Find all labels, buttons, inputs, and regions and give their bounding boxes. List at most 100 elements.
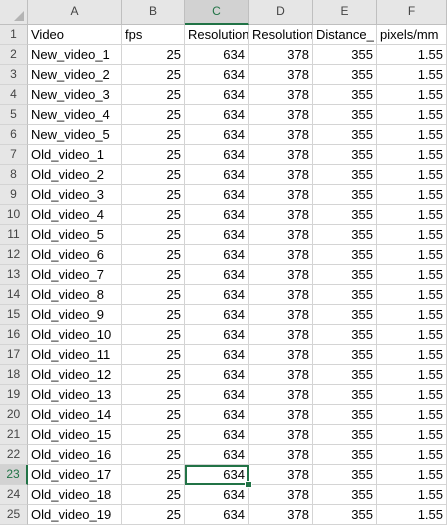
cell-b[interactable]: 25 [122, 205, 185, 225]
cell-a[interactable]: Old_video_9 [28, 305, 122, 325]
column-header-b[interactable]: B [122, 0, 185, 25]
cell-f[interactable]: 1.55 [377, 445, 447, 465]
cell-e[interactable]: 355 [313, 325, 377, 345]
cell-b[interactable]: 25 [122, 85, 185, 105]
cell-f[interactable]: 1.55 [377, 505, 447, 525]
cell-e[interactable]: 355 [313, 225, 377, 245]
cell-b[interactable]: 25 [122, 505, 185, 525]
cell-a[interactable]: New_video_1 [28, 45, 122, 65]
column-header-c[interactable]: C [185, 0, 249, 25]
row-header[interactable]: 16 [0, 325, 28, 345]
cell-e[interactable]: 355 [313, 485, 377, 505]
cell-d[interactable]: 378 [249, 285, 313, 305]
cell-f[interactable]: 1.55 [377, 105, 447, 125]
cell-c[interactable]: 634 [185, 425, 249, 445]
cell-f[interactable]: 1.55 [377, 205, 447, 225]
cell-d[interactable]: 378 [249, 125, 313, 145]
cell-d[interactable]: 378 [249, 145, 313, 165]
cell-e[interactable]: 355 [313, 425, 377, 445]
cell-a[interactable]: Video [28, 25, 122, 45]
row-header[interactable]: 10 [0, 205, 28, 225]
cell-c[interactable]: 634 [185, 305, 249, 325]
cell-d[interactable]: 378 [249, 485, 313, 505]
cell-b[interactable]: 25 [122, 425, 185, 445]
cell-b[interactable]: 25 [122, 145, 185, 165]
cell-e[interactable]: 355 [313, 205, 377, 225]
cell-e[interactable]: 355 [313, 365, 377, 385]
cell-f[interactable]: 1.55 [377, 165, 447, 185]
cell-c[interactable]: 634 [185, 265, 249, 285]
cell-a[interactable]: Old_video_5 [28, 225, 122, 245]
cell-a[interactable]: Old_video_19 [28, 505, 122, 525]
select-all-button[interactable] [0, 0, 28, 25]
cell-b[interactable]: 25 [122, 265, 185, 285]
cell-a[interactable]: Old_video_15 [28, 425, 122, 445]
cell-f[interactable]: 1.55 [377, 365, 447, 385]
cell-d[interactable]: 378 [249, 305, 313, 325]
cell-f[interactable]: 1.55 [377, 85, 447, 105]
cell-a[interactable]: New_video_4 [28, 105, 122, 125]
cell-b[interactable]: 25 [122, 305, 185, 325]
cell-d[interactable]: 378 [249, 345, 313, 365]
cell-a[interactable]: Old_video_16 [28, 445, 122, 465]
row-header[interactable]: 3 [0, 65, 28, 85]
cell-e[interactable]: 355 [313, 285, 377, 305]
cell-f[interactable]: 1.55 [377, 325, 447, 345]
cell-a[interactable]: Old_video_10 [28, 325, 122, 345]
cell-b[interactable]: 25 [122, 465, 185, 485]
cell-e[interactable]: 355 [313, 85, 377, 105]
cell-f[interactable]: 1.55 [377, 125, 447, 145]
cell-c[interactable]: 634 [185, 325, 249, 345]
cell-c[interactable]: 634 [185, 245, 249, 265]
row-header[interactable]: 17 [0, 345, 28, 365]
cell-f[interactable]: 1.55 [377, 185, 447, 205]
cell-a[interactable]: New_video_5 [28, 125, 122, 145]
cell-e[interactable]: 355 [313, 125, 377, 145]
cell-d[interactable]: 378 [249, 385, 313, 405]
cell-f[interactable]: 1.55 [377, 265, 447, 285]
cell-f[interactable]: 1.55 [377, 65, 447, 85]
cell-b[interactable]: 25 [122, 165, 185, 185]
cell-b[interactable]: 25 [122, 125, 185, 145]
row-header[interactable]: 25 [0, 505, 28, 525]
cell-e[interactable]: 355 [313, 305, 377, 325]
cell-b[interactable]: 25 [122, 445, 185, 465]
cell-f[interactable]: 1.55 [377, 45, 447, 65]
row-header[interactable]: 24 [0, 485, 28, 505]
cell-b[interactable]: 25 [122, 65, 185, 85]
cell-d[interactable]: 378 [249, 165, 313, 185]
cell-c[interactable]: 634 [185, 345, 249, 365]
cell-b[interactable]: 25 [122, 385, 185, 405]
row-header[interactable]: 22 [0, 445, 28, 465]
row-header[interactable]: 7 [0, 145, 28, 165]
cell-d[interactable]: 378 [249, 445, 313, 465]
cell-b[interactable]: 25 [122, 225, 185, 245]
cell-d[interactable]: 378 [249, 85, 313, 105]
cell-c[interactable]: 634 [185, 505, 249, 525]
cell-f[interactable]: 1.55 [377, 345, 447, 365]
cell-f[interactable]: 1.55 [377, 245, 447, 265]
cell-e[interactable]: 355 [313, 345, 377, 365]
cell-e[interactable]: 355 [313, 45, 377, 65]
cell-b[interactable]: 25 [122, 485, 185, 505]
cell-e[interactable]: 355 [313, 185, 377, 205]
cell-c[interactable]: 634 [185, 85, 249, 105]
row-header[interactable]: 20 [0, 405, 28, 425]
row-header[interactable]: 5 [0, 105, 28, 125]
cell-e[interactable]: 355 [313, 265, 377, 285]
cell-d[interactable]: 378 [249, 205, 313, 225]
cell-d[interactable]: 378 [249, 225, 313, 245]
cell-d[interactable]: 378 [249, 265, 313, 285]
row-header[interactable]: 13 [0, 265, 28, 285]
cell-d[interactable]: 378 [249, 325, 313, 345]
cell-e[interactable]: Distance_ [313, 25, 377, 45]
cell-a[interactable]: New_video_2 [28, 65, 122, 85]
cell-b[interactable]: 25 [122, 45, 185, 65]
cell-e[interactable]: 355 [313, 65, 377, 85]
row-header[interactable]: 8 [0, 165, 28, 185]
cell-a[interactable]: New_video_3 [28, 85, 122, 105]
cell-b[interactable]: 25 [122, 245, 185, 265]
column-header-e[interactable]: E [313, 0, 377, 25]
cell-d[interactable]: 378 [249, 185, 313, 205]
row-header[interactable]: 6 [0, 125, 28, 145]
